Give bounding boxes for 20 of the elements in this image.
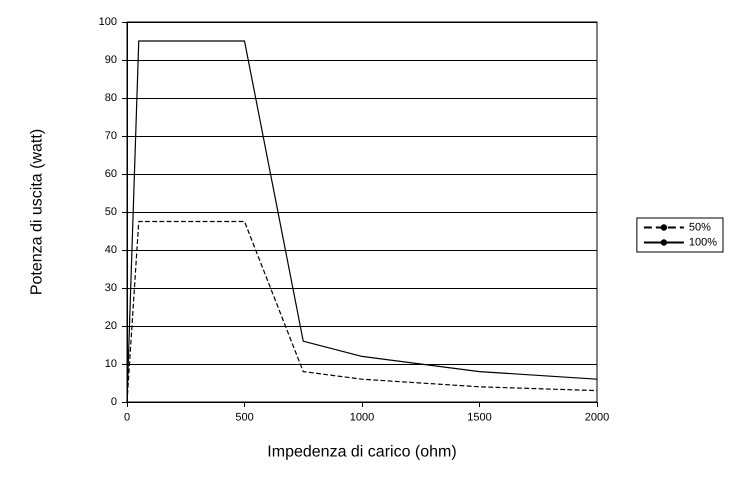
x-tick-label: 500 [235, 412, 254, 424]
y-tick-label: 80 [104, 92, 117, 104]
x-tick-label: 0 [124, 412, 130, 424]
y-tick-label: 10 [104, 358, 117, 370]
y-tick-label: 50 [104, 206, 117, 218]
y-tick-label: 40 [104, 244, 117, 256]
y-tick-label: 70 [104, 130, 117, 142]
y-tick-label: 0 [110, 396, 117, 408]
y-tick-label: 60 [104, 168, 117, 180]
y-tick-label: 30 [104, 282, 117, 294]
y-tick-label: 20 [104, 320, 117, 332]
x-tick-label: 1500 [467, 412, 492, 424]
legend-label: 100% [688, 236, 718, 248]
y-axis-title: Potenza di uscita (watt) [28, 128, 46, 296]
x-axis-title: Impedenza di carico (ohm) [267, 444, 457, 460]
x-tick-label: 2000 [584, 412, 610, 424]
legend-label: 50% [688, 222, 712, 234]
x-tick-label: 1000 [350, 412, 374, 424]
y-tick-label: 100 [98, 16, 117, 28]
y-tick-label: 90 [104, 54, 117, 66]
